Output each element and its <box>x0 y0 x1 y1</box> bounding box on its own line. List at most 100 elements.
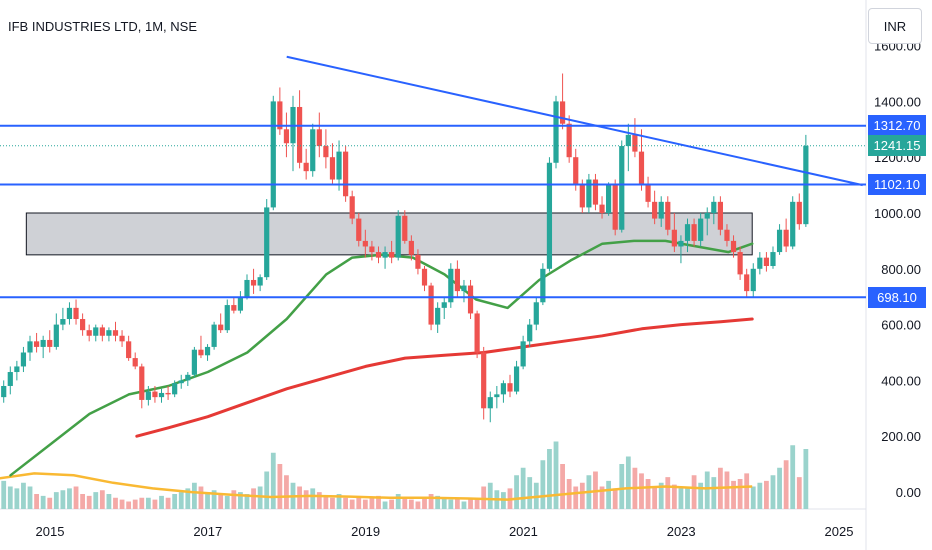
downtrend-line <box>286 55 863 187</box>
candle-body <box>349 196 355 219</box>
volume-bar <box>448 499 454 509</box>
volume-bar <box>126 501 132 509</box>
volume-bar <box>60 490 66 509</box>
volume-bar <box>244 494 250 509</box>
volume-bar <box>540 460 546 509</box>
volume-bar <box>362 499 368 509</box>
candle-body <box>1 385 7 398</box>
volume-bar <box>711 477 717 509</box>
volume-bar <box>198 486 204 509</box>
volume-bar <box>86 495 92 509</box>
candle-body <box>606 185 612 213</box>
volume-bar <box>612 488 618 509</box>
candle-body <box>408 240 414 255</box>
y-tick-label: 800.00 <box>881 262 921 277</box>
volume-bar <box>343 497 349 509</box>
volume-bar <box>336 494 342 509</box>
volume-bar <box>53 492 59 509</box>
candle-body <box>40 339 46 347</box>
candle-body <box>566 123 572 158</box>
candle-body <box>632 134 638 152</box>
candle-body <box>415 254 421 269</box>
candle-body <box>250 279 257 286</box>
volume-bar <box>34 494 39 509</box>
volume-bar <box>474 499 480 509</box>
volume-bar <box>750 486 756 509</box>
candle-body <box>724 229 730 241</box>
volume-bar <box>47 497 53 509</box>
price-label-support[interactable]: 698.10 <box>868 286 926 308</box>
candle-body <box>776 229 783 253</box>
candle-body <box>362 240 368 247</box>
support-zone-box <box>25 212 753 256</box>
volume-bar <box>619 464 625 509</box>
volume-bar <box>415 501 421 509</box>
candle-body <box>33 341 40 347</box>
candle-body <box>395 215 401 258</box>
candle-body <box>533 302 539 325</box>
candle-body <box>145 391 151 400</box>
volume-bar <box>218 494 224 509</box>
volume-bar <box>205 492 210 509</box>
symbol-title[interactable]: IFB INDUSTRIES LTD, 1M, NSE <box>8 19 198 34</box>
candle-body <box>218 324 224 331</box>
candle-body <box>244 279 250 297</box>
y-tick-label: 600.00 <box>881 318 921 333</box>
candle-body <box>428 285 434 325</box>
volume-bar <box>790 445 796 509</box>
candle-body <box>336 151 342 180</box>
candle-body <box>796 201 802 225</box>
candle-body <box>507 383 513 392</box>
candle-body <box>750 268 756 292</box>
candle-body <box>744 274 750 292</box>
price-label-resistance-high[interactable]: 1312.70 <box>868 115 926 137</box>
volume-bar <box>73 486 79 509</box>
candle-body <box>198 349 204 356</box>
candle-body <box>435 307 441 325</box>
candle-body <box>53 324 59 347</box>
volume-bar <box>395 494 401 509</box>
volume-bar <box>323 495 329 509</box>
y-tick-label: 0.00 <box>896 485 921 500</box>
candle-body <box>60 319 66 325</box>
volume-bar <box>251 488 256 509</box>
price-label-last[interactable]: 1241.15 <box>868 135 926 157</box>
volume-bar <box>93 492 99 509</box>
volume-bar <box>238 492 243 509</box>
volume-bar <box>402 497 408 509</box>
volume-bar <box>152 499 158 509</box>
candle-body <box>553 101 559 163</box>
volume-bar <box>777 467 782 509</box>
candle-body <box>790 201 796 247</box>
candle-body <box>224 305 230 331</box>
candle-body <box>500 383 507 395</box>
volume-ma-line <box>0 472 753 501</box>
candle-body <box>678 240 684 247</box>
volume-bar <box>119 499 125 509</box>
volume-bar <box>231 490 237 509</box>
currency-button[interactable]: INR <box>868 8 922 44</box>
candle-body <box>619 146 625 230</box>
candle-body <box>303 162 309 172</box>
volume-bar <box>685 486 690 509</box>
volume-bar <box>724 471 730 509</box>
candle-body <box>579 185 585 208</box>
price-label-resistance-mid[interactable]: 1102.10 <box>868 174 926 195</box>
volume-bar <box>27 486 33 509</box>
volume-bar <box>132 499 138 509</box>
candle-body <box>310 129 316 172</box>
volume-bar <box>303 490 309 509</box>
candle-body <box>86 330 92 336</box>
volume-bar <box>658 482 664 509</box>
candle-body <box>231 305 237 311</box>
candle-body <box>126 341 132 359</box>
candle-body <box>461 285 467 292</box>
volume-bar <box>172 494 178 509</box>
candle-body <box>671 229 677 247</box>
candle-body <box>185 374 191 381</box>
candle-body <box>481 352 487 409</box>
volume-bar <box>645 479 651 509</box>
candle-body <box>513 366 520 392</box>
candle-body <box>757 257 763 269</box>
